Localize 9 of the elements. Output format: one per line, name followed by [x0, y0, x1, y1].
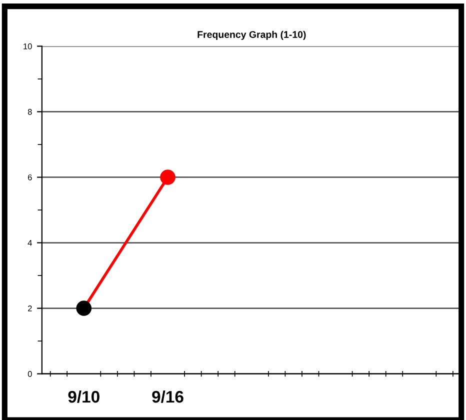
x-tick-label: 9/16: [152, 390, 184, 403]
chart-title: Frequency Graph (1-10): [198, 30, 306, 40]
y-tick-label: 10: [24, 43, 32, 50]
y-tick-label: 4: [28, 240, 32, 246]
x-tick-label: 9/10: [68, 390, 100, 403]
y-tick-label: 8: [28, 108, 32, 115]
y-tick-label: 6: [28, 174, 32, 180]
y-tick-label: 0: [28, 371, 32, 377]
y-tick-label: 2: [28, 305, 32, 312]
